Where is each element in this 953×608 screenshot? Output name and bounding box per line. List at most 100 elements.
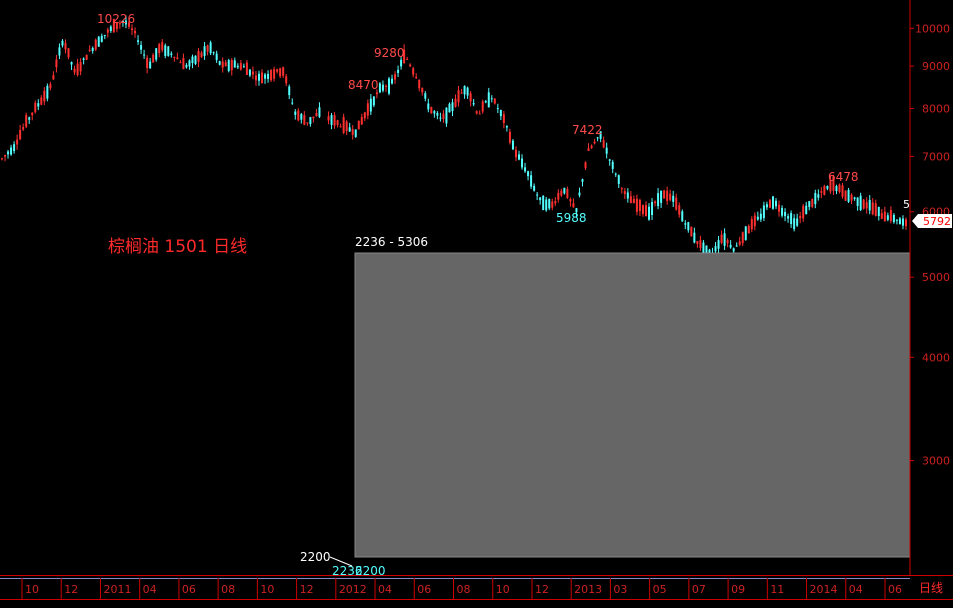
price-annotation: 5988: [556, 211, 587, 225]
candle-body: [55, 59, 58, 68]
candle-body: [300, 114, 303, 120]
candle-body: [239, 62, 242, 70]
candle-body: [802, 205, 805, 219]
candle-body: [508, 131, 511, 143]
candle-body: [460, 92, 463, 94]
x-tick-label: 06: [182, 583, 196, 596]
candle-body: [575, 208, 578, 213]
candle-body: [765, 204, 768, 208]
candle-body: [847, 189, 850, 202]
candle-body: [127, 22, 130, 27]
x-tick-label: 06: [417, 583, 431, 596]
candle-body: [620, 188, 623, 190]
x-tick-label: 2011: [103, 583, 131, 596]
candle-body: [112, 19, 115, 33]
candle-body: [726, 240, 729, 243]
candle-body: [602, 140, 605, 148]
candle-body: [43, 90, 46, 102]
candle-body: [400, 59, 403, 67]
candle-body: [557, 192, 560, 200]
x-tick-label: 04: [143, 583, 157, 596]
candle-body: [660, 190, 663, 203]
candle-body: [270, 69, 273, 81]
candle-body: [167, 46, 170, 56]
x-tick-label: 08: [221, 583, 235, 596]
candle-body: [372, 96, 375, 106]
candle-body: [421, 87, 424, 93]
candle-body: [285, 76, 288, 84]
candle-body: [203, 46, 206, 56]
candle-body: [179, 62, 182, 64]
x-tick-label: 12: [300, 583, 314, 596]
candle-body: [889, 210, 892, 221]
candle-body: [905, 219, 907, 227]
candle-body: [161, 42, 164, 51]
candle-body: [351, 129, 354, 135]
candle-body: [572, 203, 575, 208]
annotation-leader: [329, 556, 353, 567]
candle-body: [233, 60, 236, 68]
candle-body: [587, 148, 590, 151]
candle-body: [898, 218, 901, 225]
candle-body: [155, 48, 158, 60]
candle-body: [850, 194, 853, 201]
candle-body: [487, 92, 490, 108]
candle-body: [149, 61, 152, 69]
candle-body: [714, 246, 717, 252]
candle-body: [354, 129, 357, 137]
candle-body: [430, 107, 433, 114]
candle-body: [200, 52, 203, 58]
candle-body: [886, 215, 889, 220]
candle-body: [747, 225, 750, 234]
candle-body: [880, 213, 883, 219]
selection-box[interactable]: [354, 252, 911, 558]
candle-body: [73, 68, 76, 73]
candle-body: [366, 103, 369, 116]
annotation-layer: 1022692808470742264785988530622002236220…: [97, 12, 859, 578]
price-annotation: 10226: [97, 12, 135, 26]
candle-body: [901, 218, 904, 226]
candle-body: [690, 226, 693, 237]
candle-body: [391, 78, 394, 84]
candle-body: [599, 131, 602, 139]
candle-body: [693, 232, 696, 243]
candle-body: [678, 205, 681, 215]
candle-body: [892, 214, 895, 223]
candle-body: [584, 162, 587, 169]
candle-body: [339, 126, 342, 128]
candle-body: [787, 216, 790, 219]
candle-body: [729, 244, 732, 248]
candle-body: [841, 185, 844, 197]
period-label[interactable]: 日线: [919, 581, 943, 595]
candle-body: [191, 56, 194, 64]
candle-body: [348, 127, 351, 132]
candle-body: [593, 141, 596, 144]
candle-body: [669, 193, 672, 201]
candle-body: [536, 194, 539, 196]
candle-body: [16, 139, 19, 145]
y-tick-label: 10000: [915, 22, 950, 35]
candle-body: [499, 110, 502, 117]
candle-body: [82, 58, 85, 60]
candle-body: [545, 199, 548, 211]
candle-body: [294, 111, 297, 115]
candle-body: [236, 65, 239, 68]
candle-body: [197, 51, 200, 62]
candle-body: [76, 63, 79, 76]
candle-body: [832, 176, 835, 191]
y-tick-label: 4000: [922, 351, 950, 364]
candle-body: [750, 218, 753, 230]
candle-body: [466, 87, 469, 96]
candle-body: [22, 127, 25, 130]
candle-body: [245, 62, 248, 75]
candle-body: [605, 147, 608, 154]
x-tick-label: 06: [888, 583, 902, 596]
candle-body: [762, 205, 765, 219]
candle-body: [188, 60, 191, 67]
candle-body: [657, 193, 660, 207]
candle-body: [40, 97, 43, 105]
candle-body: [52, 75, 55, 80]
price-annotation: 2236: [332, 564, 363, 578]
